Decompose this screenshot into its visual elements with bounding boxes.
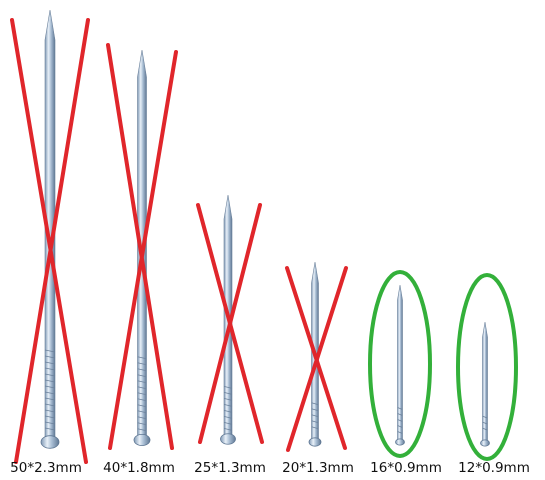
nail-ring xyxy=(223,397,233,401)
nail-ring xyxy=(397,419,403,422)
nail-ring xyxy=(311,408,319,412)
nail-ring xyxy=(137,428,147,432)
nail-ring xyxy=(137,356,147,360)
nail-head xyxy=(480,439,490,447)
nail-ring xyxy=(44,391,56,395)
red-cross xyxy=(14,18,90,464)
nail-ring xyxy=(44,373,56,377)
nail-ring xyxy=(397,431,403,434)
nail-head xyxy=(40,435,60,449)
nail-head xyxy=(133,433,151,446)
red-cross xyxy=(108,50,178,450)
labels: 50*2.3mm 40*1.8mm 25*1.3mm 20*1.3mm 16*0… xyxy=(10,460,530,476)
nail-label: 12*0.9mm xyxy=(458,460,530,476)
nail-ring xyxy=(44,385,56,389)
nail-label: 40*1.8mm xyxy=(103,460,175,476)
nail-ring xyxy=(44,361,56,365)
nail-ring xyxy=(311,402,319,406)
nail-ring xyxy=(44,427,56,431)
nail-ring xyxy=(44,397,56,401)
nail-ring xyxy=(223,415,233,419)
nail-ring xyxy=(137,416,147,420)
nail-ring xyxy=(137,362,147,366)
nail-ring xyxy=(137,404,147,408)
nail-ring xyxy=(397,425,403,428)
nail-ring xyxy=(397,407,403,410)
nail-ring xyxy=(137,386,147,390)
nail-ring xyxy=(311,420,319,424)
nail-ring xyxy=(137,374,147,378)
marks xyxy=(10,18,518,464)
red-cross xyxy=(106,43,174,450)
red-cross xyxy=(286,266,348,452)
nail-ring xyxy=(137,380,147,384)
nail-ring xyxy=(44,379,56,383)
nail-head xyxy=(308,437,322,447)
nail-ring xyxy=(137,422,147,426)
nail-ring xyxy=(137,398,147,402)
nail-label: 50*2.3mm xyxy=(10,460,82,476)
nail-ring xyxy=(223,385,233,389)
nail-ring xyxy=(44,421,56,425)
nail-ring xyxy=(223,391,233,395)
nail-ring xyxy=(223,403,233,407)
nail-label: 25*1.3mm xyxy=(194,460,266,476)
nail-shank xyxy=(397,284,403,441)
nail-ring xyxy=(44,415,56,419)
nail-ring xyxy=(223,409,233,413)
nail-ring xyxy=(482,421,488,425)
nail-ring xyxy=(311,414,319,418)
nail-ring xyxy=(223,421,233,425)
nail-ring xyxy=(137,368,147,372)
nail-head xyxy=(220,433,236,445)
nail-ring xyxy=(311,426,319,430)
nail-head xyxy=(395,438,405,446)
nail-ring xyxy=(397,413,403,416)
nail-ring xyxy=(223,427,233,431)
nail-ring xyxy=(44,355,56,359)
nail-ring xyxy=(44,409,56,413)
nail-ring xyxy=(137,410,147,414)
nail-label: 20*1.3mm xyxy=(282,460,354,476)
red-cross xyxy=(198,203,262,444)
green-circle xyxy=(456,273,518,461)
nails xyxy=(40,9,490,449)
red-cross xyxy=(10,18,88,464)
nail-ring xyxy=(44,367,56,371)
nail-label: 16*0.9mm xyxy=(370,460,442,476)
nail-ring xyxy=(482,415,488,419)
nail-ring xyxy=(482,427,488,431)
green-circle xyxy=(368,270,432,458)
nail-ring xyxy=(44,349,56,353)
nail-ring xyxy=(44,403,56,407)
nail-ring xyxy=(137,392,147,396)
